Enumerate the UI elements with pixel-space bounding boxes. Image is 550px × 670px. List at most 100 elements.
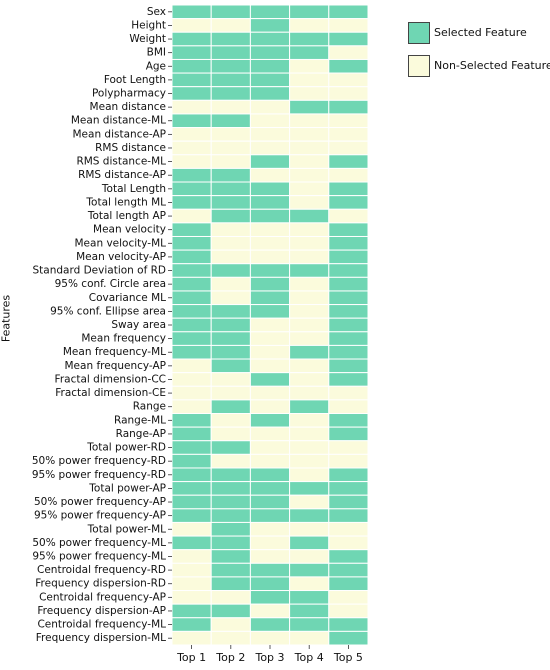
heatmap-cell [210,372,251,387]
y-tick-label: Sex [147,6,166,18]
heatmap-cell [328,603,369,619]
x-tick-label: Top 4 [294,651,324,664]
y-tick-label: Centroidal frequency-AP [39,591,166,603]
heatmap-cell [328,222,369,237]
heatmap-cell [289,45,330,60]
heatmap-cell [171,508,212,523]
heatmap-cell [171,494,212,510]
heatmap-cell [289,453,330,469]
heatmap-cell [328,562,369,578]
heatmap-cell [289,167,330,183]
heatmap-cell [171,481,212,496]
heatmap-cell [328,413,369,428]
heatmap-cell [210,331,251,346]
heatmap-cell [328,481,369,496]
heatmap-cell [328,208,369,224]
heatmap-cell [328,263,369,278]
heatmap-cells [171,4,369,646]
heatmap-cell [249,31,291,47]
heatmap-cell [328,31,369,47]
heatmap-cell [210,263,251,278]
heatmap-cell [289,562,330,578]
y-tick-label: Mean frequency [81,333,166,345]
heatmap-cell [328,508,369,523]
heatmap-cell [328,113,369,129]
heatmap-cell [210,535,251,551]
heatmap-cell [210,617,251,632]
y-tick-label: Centroidal frequency-RD [37,564,166,576]
heatmap-cell [171,72,212,88]
heatmap-cell [249,263,291,278]
heatmap-cell [328,494,369,510]
heatmap-cell [249,276,291,292]
y-tick-label: Polypharmacy [92,88,166,100]
heatmap-cell [289,481,330,496]
heatmap-cell [249,467,291,483]
y-tick-label: Foot Length [104,74,166,86]
heatmap-cell [249,535,291,551]
heatmap-cell [171,344,212,360]
heatmap-cell [289,195,330,210]
y-tick-label: Total power-AP [88,482,166,494]
x-tick-label: Top 1 [176,651,206,664]
heatmap-cell [289,467,330,483]
heatmap-cell [249,304,291,319]
heatmap-cell [249,508,291,523]
heatmap-cell [249,617,291,632]
heatmap-cell [328,344,369,360]
heatmap-cell [171,276,212,292]
heatmap-cell [328,440,369,455]
heatmap-cell [249,195,291,210]
y-tick-label: 50% power frequency-RD [32,455,166,467]
heatmap-cell [249,358,291,374]
heatmap-cell [171,18,212,33]
heatmap-cell [249,385,291,401]
heatmap-cell [328,317,369,333]
heatmap-cell [328,590,369,605]
heatmap-cell [249,331,291,346]
x-tick-label: Top 3 [254,651,284,664]
heatmap-cell [171,385,212,401]
y-tick-label: 95% power frequency-AP [34,510,166,522]
heatmap-cell [249,86,291,101]
y-tick-label: Age [146,60,166,72]
heatmap-cell [210,304,251,319]
heatmap-cell [249,344,291,360]
y-tick-label: RMS distance-ML [76,156,166,168]
heatmap-cell [171,549,212,564]
heatmap-cell [249,440,291,455]
heatmap-cell [171,399,212,415]
heatmap-cell [210,195,251,210]
y-tick-label: 95% power frequency-ML [32,550,166,562]
y-tick-label: Total Length [101,183,166,195]
heatmap-cell [210,290,251,306]
heatmap-cell [171,140,212,156]
heatmap-cell [210,358,251,374]
heatmap-cell [289,508,330,523]
heatmap-cell [289,86,330,101]
heatmap-cell [289,113,330,129]
heatmap-cell [249,549,291,564]
y-tick-label: Fractal dimension-CE [55,387,166,399]
heatmap-cell [171,290,212,306]
legend-swatch-selected [408,22,430,44]
heatmap-cell [289,426,330,442]
heatmap-cell [210,440,251,455]
heatmap-cell [289,521,330,537]
y-tick-label: Range-AP [116,428,166,440]
heatmap-cell [171,113,212,129]
heatmap-cell [289,222,330,237]
x-tick-labels: Top 1 Top 2 Top 3 Top 4 Top 5 [176,645,363,664]
heatmap-cell [249,72,291,88]
heatmap-cell [289,127,330,142]
heatmap-cell [289,590,330,605]
heatmap-cell [210,426,251,442]
heatmap-cell [210,140,251,156]
heatmap-cell [171,127,212,142]
heatmap-cell [210,249,251,265]
y-tick-label: Total power-RD [86,442,166,454]
heatmap-cell [171,208,212,224]
heatmap-cell [210,576,251,592]
heatmap-cell [210,127,251,142]
